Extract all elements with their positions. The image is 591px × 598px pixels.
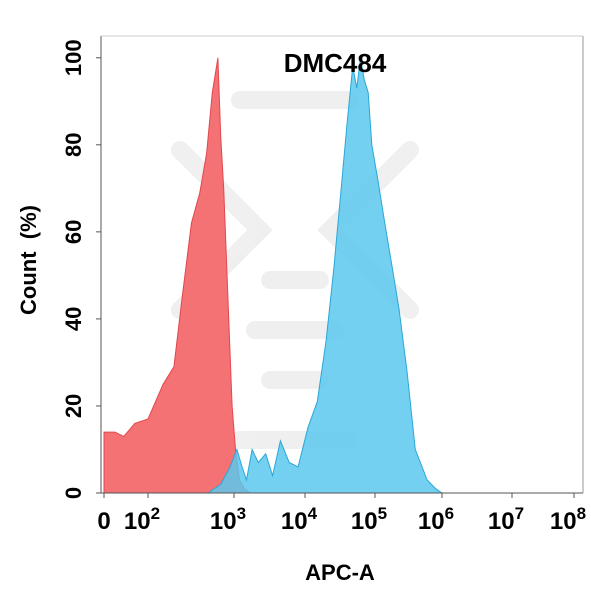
axes-layer [100,35,584,494]
series-area-2 [206,57,444,494]
x-tick-label: 102 [124,504,160,535]
y-tick-label: 100 [61,39,86,76]
chart-title: DMC484 [284,48,387,78]
y-tick-label: 60 [61,220,86,244]
series-area-1 [103,57,256,494]
x-tick-label: 104 [281,504,318,535]
x-tick-label: 103 [210,504,246,535]
y-tick-label: 20 [61,394,86,418]
y-tick-label: 40 [61,307,86,331]
x-ticks: 0 102 103 104 105 106 107 108 [97,493,586,535]
x-axis-label: APC-A [305,560,375,585]
y-ticks: 0 20 40 60 80 100 [61,39,101,499]
series-layer [103,57,444,494]
x-tick-label: 106 [418,504,454,535]
y-axis-label: Count (%) [16,205,41,315]
x-tick-label: 107 [488,504,524,535]
y-tick-label: 0 [61,487,86,499]
y-tick-label: 80 [61,133,86,157]
x-tick-label: 0 [97,508,110,535]
x-tick-label: 105 [351,504,387,535]
x-tick-label: 108 [550,504,586,535]
